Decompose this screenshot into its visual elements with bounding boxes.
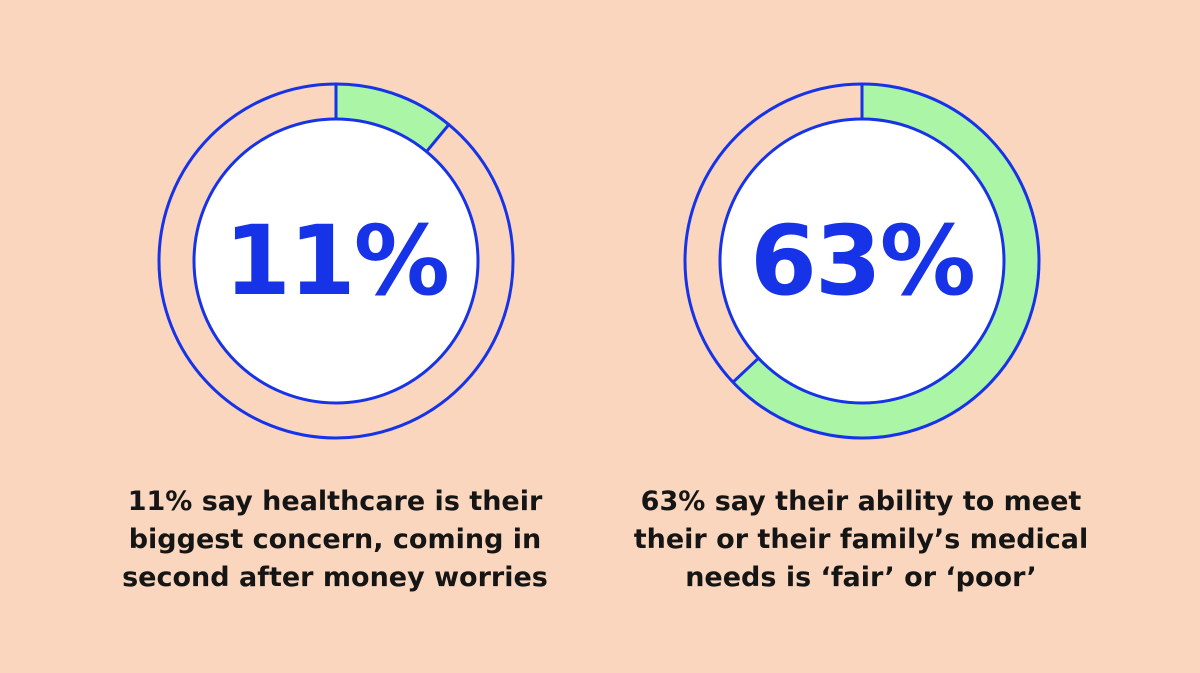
stat-block-healthcare-concern: 11% 11% say healthcare is their biggest … [122, 82, 548, 593]
caption-healthcare-concern: 11% say healthcare is their biggest conc… [122, 486, 548, 593]
percent-label-medical-needs: 63% [750, 205, 976, 317]
donut-chart-healthcare-concern [157, 82, 515, 440]
donut-chart-medical-needs [683, 82, 1041, 440]
donut-end-divider [425, 123, 450, 153]
percent-label-healthcare-concern: 11% [224, 205, 450, 317]
stat-block-medical-needs: 63% 63% say their ability to meet their … [600, 0, 1200, 673]
caption-medical-needs: 63% say their ability to meet their or t… [633, 486, 1089, 593]
donut-filled-segment [336, 84, 449, 152]
donut-end-divider [731, 357, 760, 384]
donut-filled-segment [732, 84, 1039, 438]
